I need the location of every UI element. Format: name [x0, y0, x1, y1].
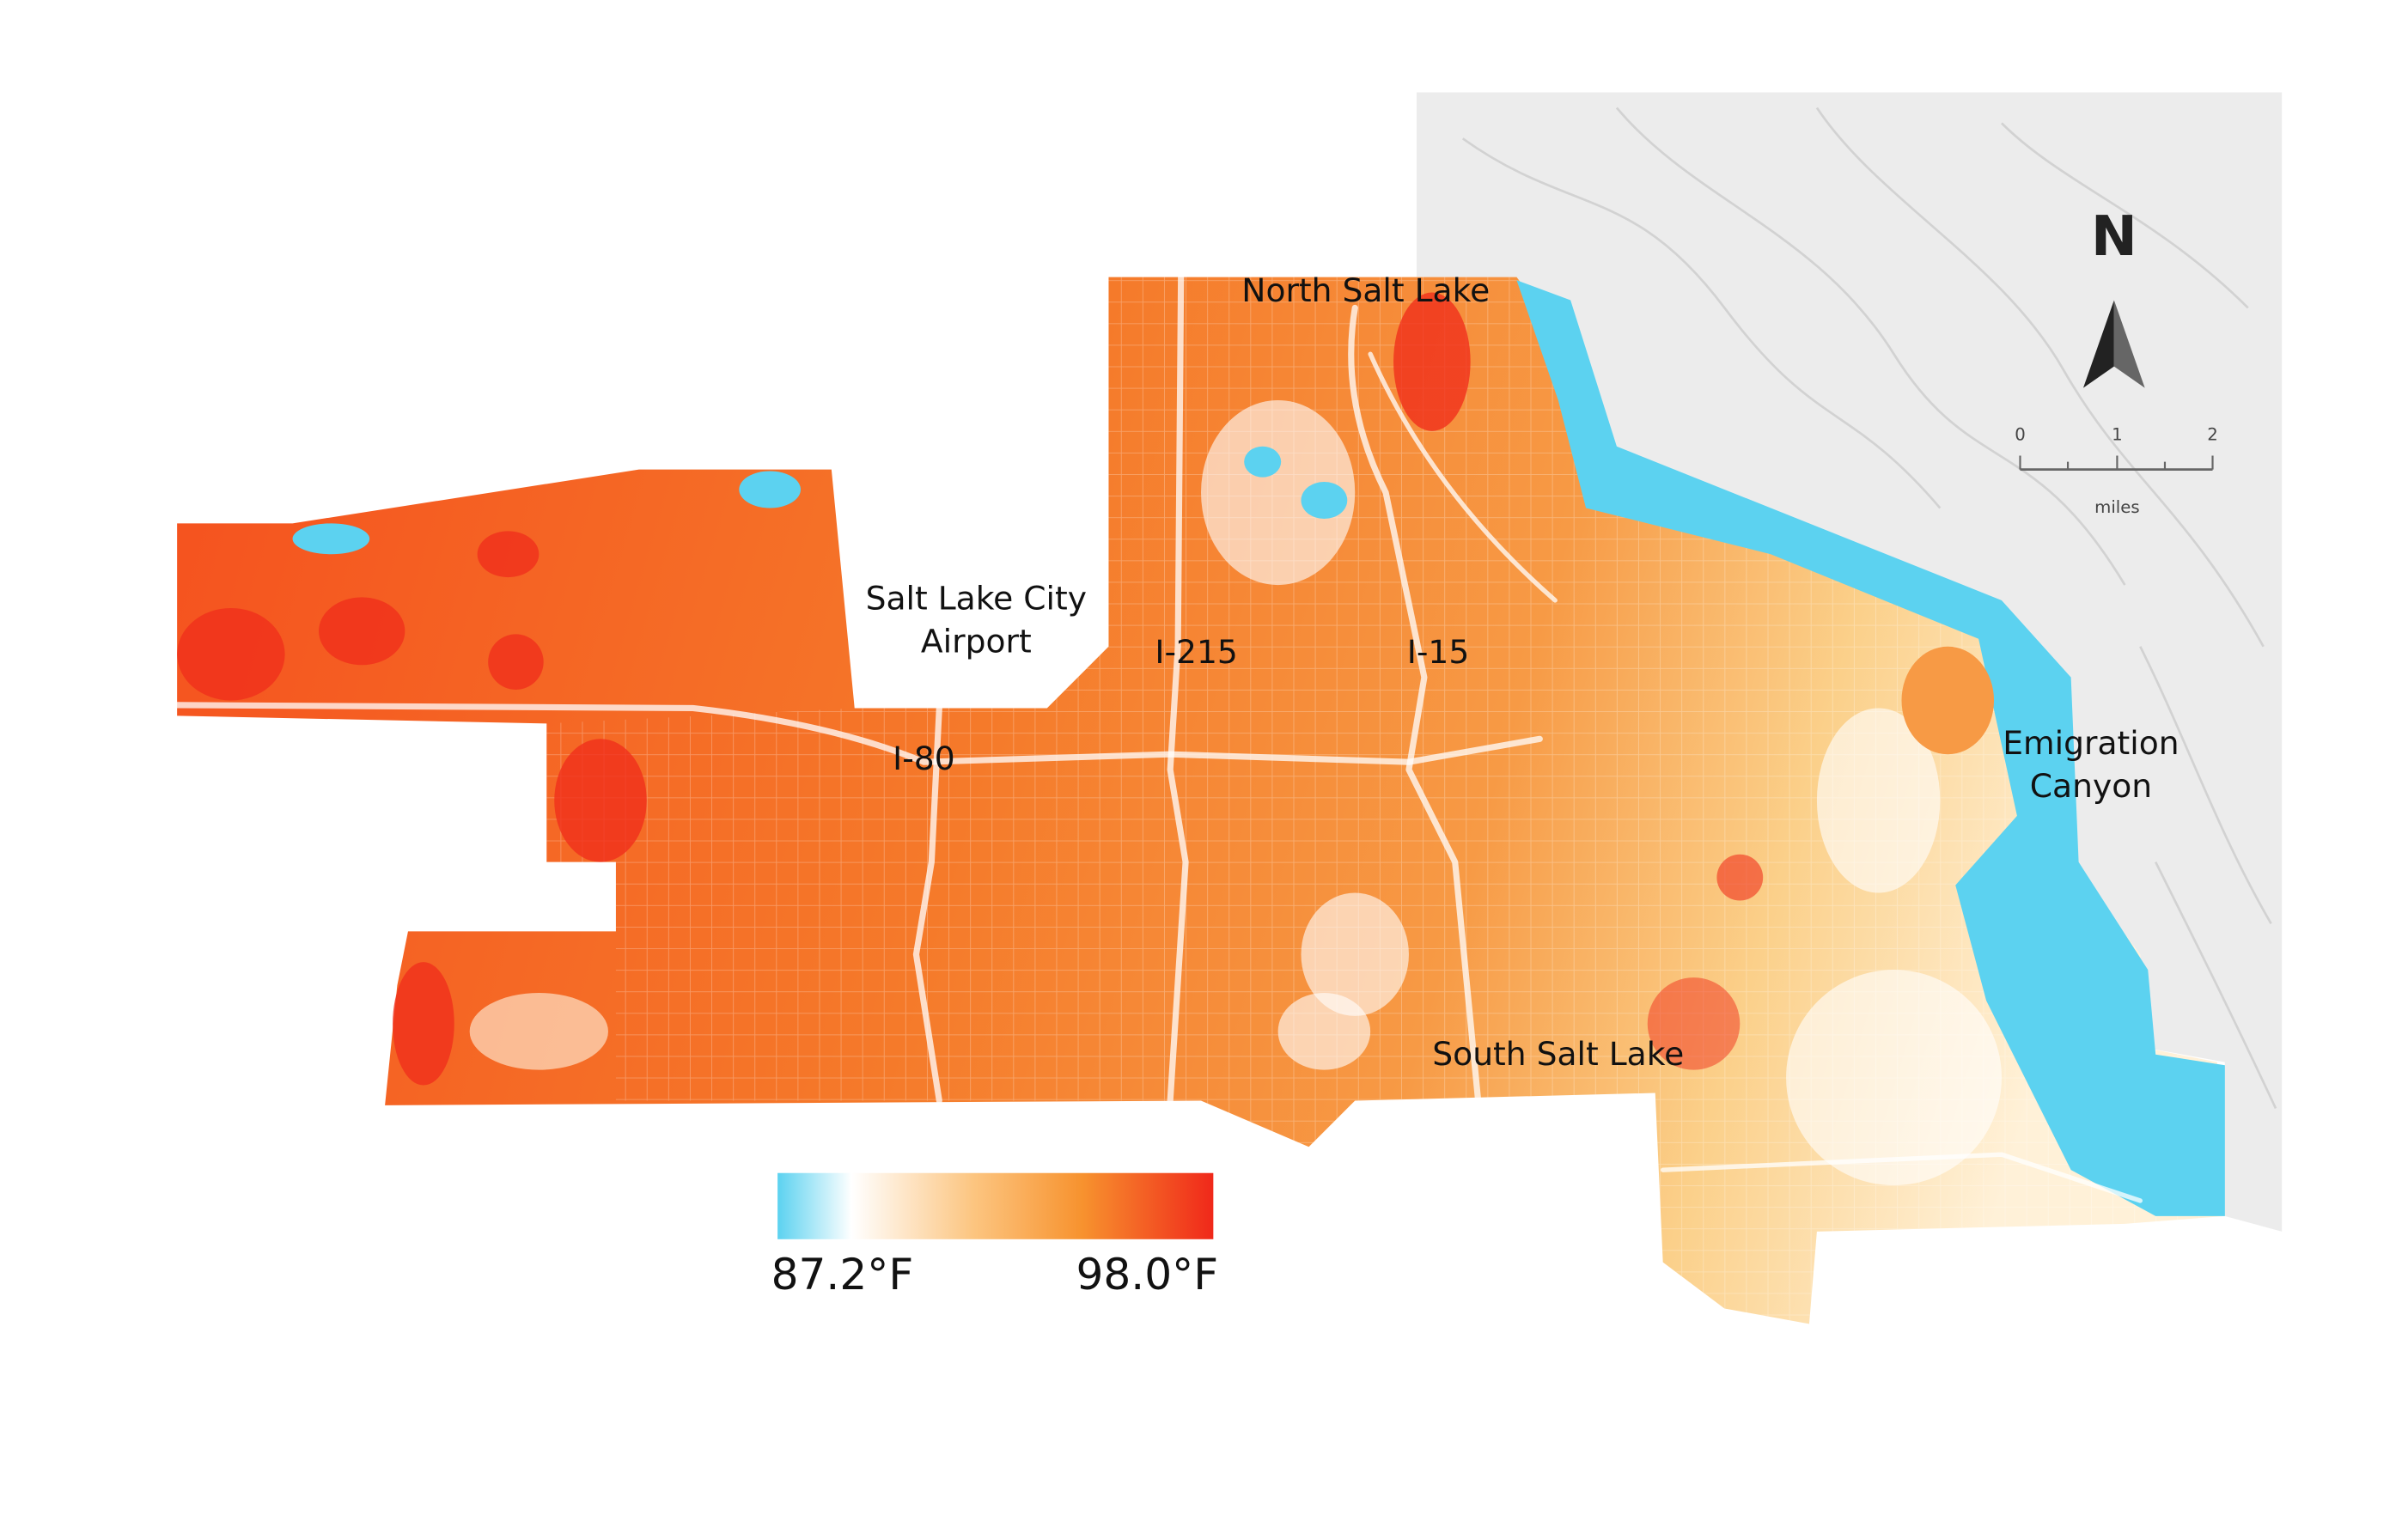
mountain-terrain [1416, 92, 2283, 1232]
legend-max-label: 98.0°F [1076, 1249, 1218, 1300]
place-label: Airport [921, 623, 1032, 660]
place-label: Salt Lake City [866, 579, 1087, 617]
place-label: Canyon [2030, 767, 2152, 805]
scale-tick-label: 0 [2015, 425, 2026, 445]
place-labels: North Salt Lake Salt Lake City Airport I… [866, 271, 2179, 1073]
highway-label: I-215 [1155, 633, 1238, 671]
north-label: N [2091, 204, 2137, 269]
hot-spots [177, 292, 1764, 1086]
highway-label: I-80 [893, 740, 955, 777]
scale-bar: 0 1 2 miles [2015, 425, 2218, 517]
terrain-ridges [1461, 107, 2277, 1110]
legend-bar [777, 1172, 1214, 1239]
cool-foothills [1516, 280, 2225, 1216]
place-label: North Salt Lake [1241, 271, 1490, 309]
highway-label: I-15 [1407, 633, 1470, 671]
scale-unit: miles [2094, 497, 2140, 517]
legend: 87.2°F 98.0°F [771, 1172, 1218, 1300]
legend-min-label: 87.2°F [771, 1249, 914, 1300]
scale-tick-label: 1 [2112, 425, 2123, 445]
place-label: Emigration [2003, 724, 2179, 762]
water-bodies [292, 446, 1348, 555]
warm-patch [1901, 646, 1995, 755]
highways [174, 274, 2143, 1203]
scale-tick-label: 2 [2207, 425, 2218, 445]
place-label: South Salt Lake [1432, 1035, 1684, 1073]
cool-spots [469, 399, 2002, 1186]
